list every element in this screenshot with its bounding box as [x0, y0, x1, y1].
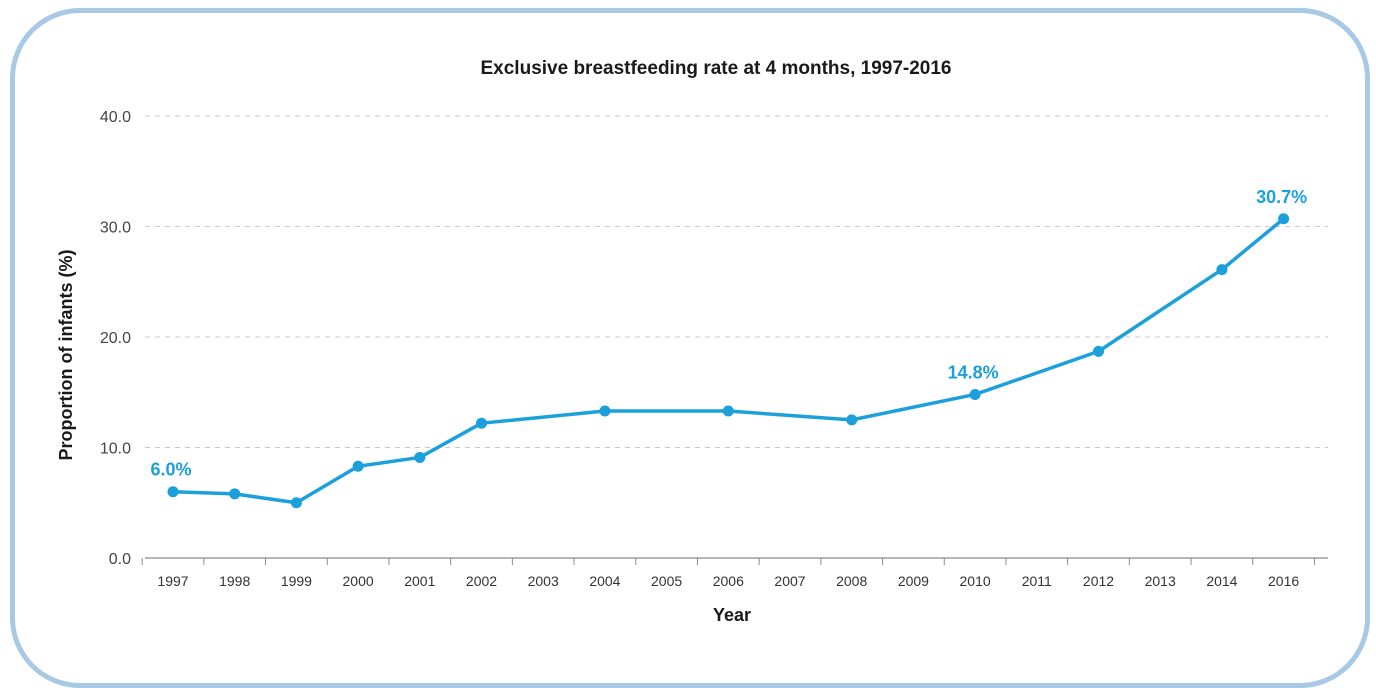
data-point: [722, 405, 734, 417]
y-tick-label: 10.0: [100, 441, 131, 458]
data-point: [599, 405, 611, 417]
x-tick-label: 2010: [960, 573, 991, 589]
x-tick-label: 2016: [1268, 573, 1299, 589]
x-tick-label: 2000: [343, 573, 374, 589]
x-tick-label: 1999: [281, 573, 312, 589]
x-tick-label: 2006: [713, 573, 744, 589]
data-point: [352, 460, 364, 472]
x-tick-label: 2013: [1145, 573, 1176, 589]
x-tick-label: 2012: [1083, 573, 1114, 589]
chart-title: Exclusive breastfeeding rate at 4 months…: [481, 58, 952, 79]
gridlines: [145, 115, 1328, 448]
data-point: [167, 486, 179, 498]
y-tick-label: 40.0: [100, 109, 131, 126]
x-tick-label: 1997: [157, 573, 188, 589]
data-label: 30.7%: [1256, 187, 1307, 207]
chart-frame: [10, 8, 1370, 688]
y-tick-label: 0.0: [109, 551, 131, 568]
data-point: [290, 497, 302, 509]
y-tick-label: 20.0: [100, 330, 131, 347]
line-chart: Exclusive breastfeeding rate at 4 months…: [56, 58, 1328, 625]
data-point: [476, 417, 487, 429]
data-point: [846, 414, 858, 426]
x-tick-label: 2002: [466, 573, 497, 589]
x-tick-label: 2008: [836, 573, 867, 589]
x-tick-label: 2005: [651, 573, 682, 589]
y-tick-label: 30.0: [100, 220, 131, 237]
x-tick-label: 1998: [219, 573, 250, 589]
data-point: [969, 388, 981, 400]
data-point: [1093, 345, 1104, 357]
y-axis-ticks: 0.0 10.0 20.0 30.0 40.0: [100, 109, 131, 568]
x-tick-label: 2003: [528, 573, 559, 589]
data-point: [1216, 264, 1228, 276]
x-tick-label: 2004: [589, 573, 620, 589]
x-axis: 1997 1998 1999 2000 2001 2002 2003 2004 2005 2006…: [141, 557, 1328, 589]
x-tick-label: 2011: [1022, 573, 1052, 589]
data-point: [229, 488, 241, 500]
data-label: 6.0%: [150, 460, 191, 480]
x-tick-label: 2001: [404, 573, 435, 589]
series-line: [172, 217, 1285, 505]
data-point: [414, 451, 426, 463]
x-tick-label: 2009: [898, 573, 929, 589]
data-labels: 6.0% 14.8% 30.7%: [150, 187, 1307, 480]
series-group: [167, 213, 1290, 509]
data-point: [1278, 213, 1290, 225]
y-axis-label: Proportion of infants (%): [56, 250, 76, 461]
x-tick-label: 2014: [1206, 573, 1237, 589]
data-label: 14.8%: [948, 362, 999, 382]
x-axis-label: Year: [713, 605, 751, 625]
x-tick-label: 2007: [774, 573, 805, 589]
